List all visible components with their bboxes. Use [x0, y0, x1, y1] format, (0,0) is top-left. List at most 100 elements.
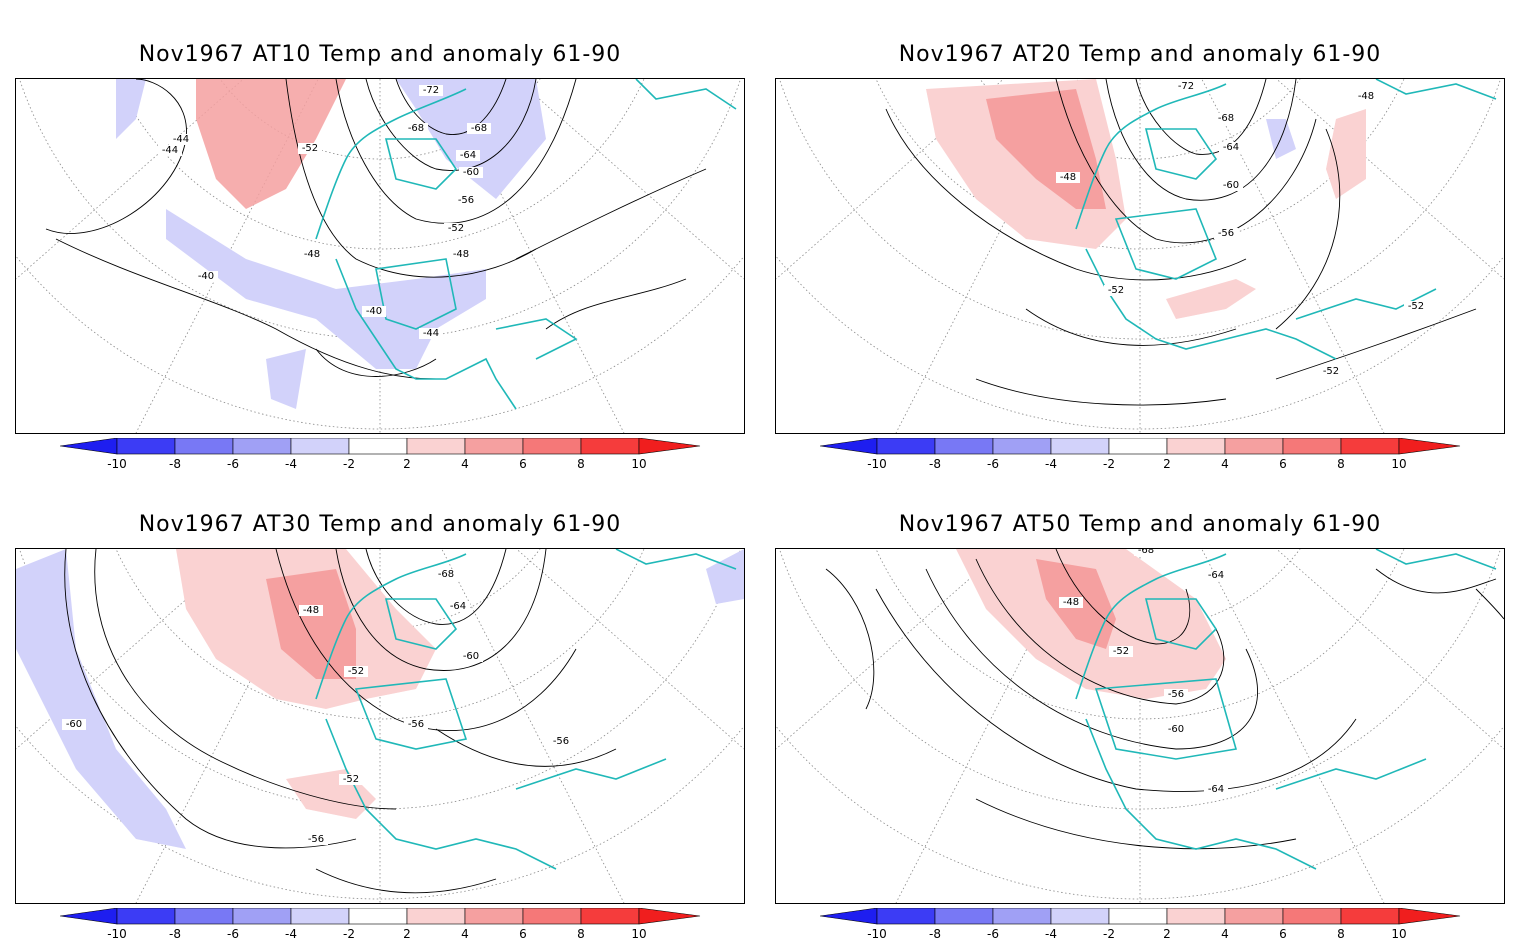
contour-label: -44 — [423, 328, 439, 339]
contour-label-bg — [1404, 301, 1428, 312]
map-at10: -72 -68 -68 -64 -60 -56 -52 -52 -48 -48 -44 -44 -40-… — [15, 78, 745, 434]
svg-text:8: 8 — [1337, 927, 1345, 940]
contour-label-bg — [1164, 724, 1188, 735]
contour-label-bg — [62, 719, 86, 730]
contour-label: -52 — [1323, 366, 1339, 377]
svg-text:-6: -6 — [227, 457, 239, 470]
svg-text:2: 2 — [1163, 927, 1171, 940]
contour-label-bg — [298, 143, 322, 154]
contour-label-bg — [419, 328, 443, 339]
contour-label: -64 — [1223, 142, 1239, 153]
contour-labels: -72 -68 -64 -60 -56 -52 -48 -48 -52 -52 — [1056, 81, 1428, 377]
panel-title: Nov1967 AT10 Temp and anomaly 61-90 — [138, 42, 622, 67]
contour-lines — [64, 549, 617, 894]
contour-lines — [885, 79, 1477, 406]
panel-at30: Nov1967 AT30 Temp and anomaly 61-90 — [0, 470, 760, 940]
contour-label-bg — [467, 123, 491, 134]
svg-text:6: 6 — [519, 927, 527, 940]
contour-label: -48 — [1060, 172, 1076, 183]
contour-label-bg — [339, 774, 363, 785]
contour-label: -72 — [423, 85, 439, 96]
contour-label-bg — [446, 601, 470, 612]
panel-at50: Nov1967 AT50 Temp and anomaly 61-90 — [760, 470, 1520, 940]
contour-label: -56 — [1218, 228, 1234, 239]
contour-label-bg — [456, 150, 480, 161]
coastlines — [315, 79, 737, 410]
contour-label: -52 — [1108, 285, 1124, 296]
svg-text:10: 10 — [631, 457, 646, 470]
svg-text:-10: -10 — [107, 927, 127, 940]
contour-label: -72 — [1178, 81, 1194, 92]
svg-text:-8: -8 — [169, 927, 181, 940]
contour-label: -56 — [308, 834, 324, 845]
svg-text:-2: -2 — [343, 927, 355, 940]
contour-label-bg — [1134, 549, 1158, 556]
colorbar: -10 -8 -6 -4 -2 2 4 6 8 10 — [820, 438, 1461, 470]
contour-label-bg — [1219, 142, 1243, 153]
panel-at10: Nov1967 AT10 Temp and anomaly 61-90 — [0, 0, 760, 470]
contour-label-bg — [404, 719, 428, 730]
contour-label: -64 — [1208, 570, 1224, 581]
contour-label: -52 — [448, 223, 464, 234]
contour-label: -68 — [408, 123, 424, 134]
svg-text:10: 10 — [1391, 927, 1406, 940]
svg-text:8: 8 — [577, 457, 585, 470]
svg-text:2: 2 — [403, 927, 411, 940]
contour-label: -64 — [450, 601, 466, 612]
svg-text:-6: -6 — [227, 927, 239, 940]
contour-label-bg — [1354, 91, 1378, 102]
contour-label-bg — [1056, 172, 1080, 183]
svg-text:-8: -8 — [169, 457, 181, 470]
svg-text:4: 4 — [1221, 927, 1229, 940]
contour-label-bg — [404, 123, 428, 134]
coastlines — [1075, 549, 1497, 870]
colorbar: -10 -8 -6 -4 -2 2 4 6 8 10 — [60, 438, 701, 470]
contour-label: -52 — [1113, 646, 1129, 657]
contour-labels: -68 -64 -60 -56 -52 -48 -52 -56 -56 -60 — [62, 569, 573, 845]
contour-label: -60 — [463, 651, 479, 662]
contour-label-bg — [1174, 81, 1198, 92]
contour-label: -56 — [553, 736, 569, 747]
contour-labels: -68 -64 -48 -52 -56 -60 -64 — [1059, 549, 1228, 795]
contour-label-bg — [300, 249, 324, 260]
contour-label-bg — [1219, 180, 1243, 191]
contour-label: -52 — [343, 774, 359, 785]
contour-label: -56 — [1168, 689, 1184, 700]
svg-text:6: 6 — [519, 457, 527, 470]
contour-label: -60 — [1223, 180, 1239, 191]
contour-label-bg — [1164, 689, 1188, 700]
contour-label: -60 — [1168, 724, 1184, 735]
contour-label: -52 — [302, 143, 318, 154]
svg-text:-2: -2 — [1103, 457, 1115, 470]
svg-text:4: 4 — [1221, 457, 1229, 470]
contour-label-bg — [1204, 784, 1228, 795]
panel-title: Nov1967 AT30 Temp and anomaly 61-90 — [138, 512, 622, 537]
svg-text:-10: -10 — [867, 927, 887, 940]
anomaly-shading — [116, 79, 546, 409]
panel-title: Nov1967 AT50 Temp and anomaly 61-90 — [898, 512, 1382, 537]
contour-label-bg — [169, 134, 193, 145]
contour-label-bg — [549, 736, 573, 747]
contour-label: -60 — [66, 719, 82, 730]
svg-text:-4: -4 — [1045, 457, 1057, 470]
svg-text:-8: -8 — [929, 457, 941, 470]
contour-label-bg — [1109, 646, 1133, 657]
map-at20: -72 -68 -64 -60 -56 -52 -48 -48 -52 -52 — [775, 78, 1505, 434]
contour-label-bg — [434, 569, 458, 580]
contour-label: -48 — [453, 249, 469, 260]
coastlines — [1075, 79, 1497, 360]
contour-label: -40 — [198, 271, 214, 282]
contour-label: -64 — [1208, 784, 1224, 795]
contour-label: -48 — [304, 249, 320, 260]
colorbar: -10 -8 -6 -4 -2 2 4 6 8 10 — [820, 908, 1461, 940]
anomaly-shading — [956, 549, 1226, 699]
contour-label: -64 — [460, 150, 476, 161]
contour-label-bg — [1059, 597, 1083, 608]
contour-label-bg — [454, 195, 478, 206]
contour-label: -56 — [458, 195, 474, 206]
svg-text:-4: -4 — [285, 927, 297, 940]
contour-label: -68 — [1218, 113, 1234, 124]
contour-label: -48 — [1063, 597, 1079, 608]
svg-text:-4: -4 — [1045, 927, 1057, 940]
contour-label: -48 — [1358, 91, 1374, 102]
